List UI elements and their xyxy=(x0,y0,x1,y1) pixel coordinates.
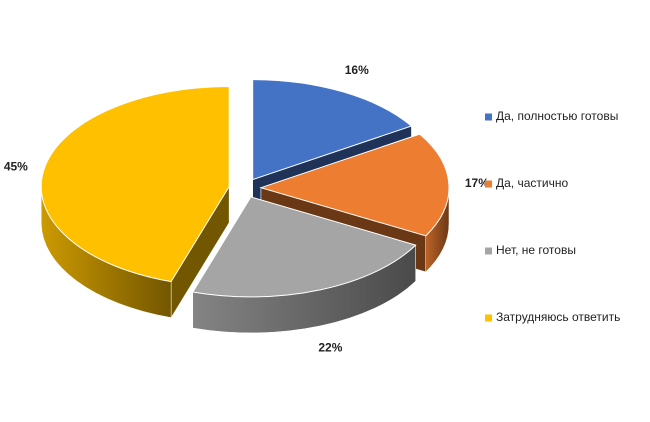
slice xyxy=(252,79,413,181)
slice xyxy=(259,133,450,237)
legend-label: Да, частично xyxy=(496,176,568,190)
legend-label: Затрудняюсь ответить xyxy=(496,310,620,324)
slice xyxy=(191,196,417,298)
legend-label: Нет, не готовы xyxy=(496,243,576,257)
data-label: 45% xyxy=(4,159,28,173)
data-label: 17% xyxy=(465,176,489,190)
legend-label: Да, полностью готовы xyxy=(496,109,618,123)
legend-swatch xyxy=(485,180,492,188)
slice xyxy=(40,85,230,283)
data-label: 22% xyxy=(318,340,342,354)
legend-swatch xyxy=(485,314,492,322)
legend-swatch xyxy=(485,247,492,255)
legend-swatch xyxy=(485,113,492,121)
data-label: 16% xyxy=(345,63,369,77)
